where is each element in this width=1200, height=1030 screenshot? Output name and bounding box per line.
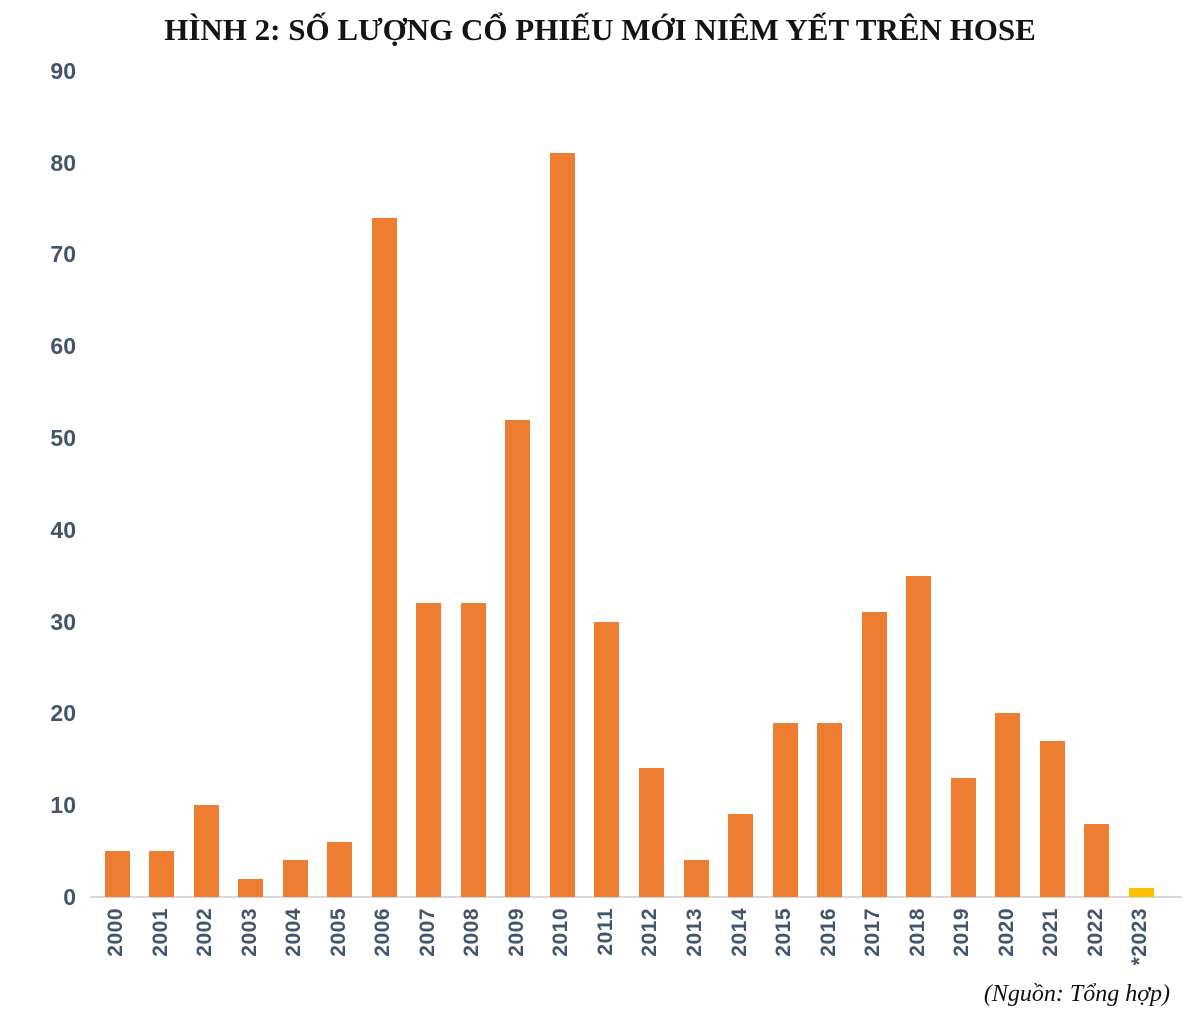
bar-2023: [1128, 888, 1154, 897]
y-axis-tick-label: 30: [50, 608, 76, 635]
bar-2000: [104, 851, 130, 897]
x-axis-label: 2003: [237, 908, 261, 957]
bar-2019: [950, 778, 976, 897]
bar-2016: [817, 723, 843, 897]
y-axis-tick-label: 50: [50, 425, 76, 451]
bar-2017: [861, 612, 887, 897]
source-note: (Nguồn: Tổng hợp): [983, 981, 1170, 1007]
bar-2006: [371, 218, 397, 897]
bar-2005: [327, 842, 353, 897]
bar-2002: [193, 805, 219, 897]
bar-2018: [906, 576, 932, 897]
x-axis-label: *2023: [1128, 908, 1152, 966]
x-axis-label: 2007: [415, 908, 439, 957]
y-axis-tick-label: 40: [50, 516, 76, 543]
x-axis-label: 2010: [549, 908, 573, 957]
y-axis-tick-label: 80: [50, 149, 76, 176]
x-axis-label: 2001: [148, 908, 172, 957]
bar-2022: [1084, 824, 1110, 897]
bar-2010: [549, 153, 575, 897]
bar-2013: [683, 860, 709, 897]
bar-2008: [460, 603, 486, 897]
bar-2015: [772, 723, 798, 897]
x-axis-label: 2002: [193, 908, 217, 957]
y-axis-tick-label: 70: [50, 241, 76, 268]
bar-2012: [638, 768, 664, 897]
x-axis-label: 2011: [593, 908, 617, 956]
x-axis-label: 2005: [326, 908, 350, 957]
x-axis-label: 2022: [1083, 908, 1107, 957]
x-axis-label: 2008: [460, 908, 484, 957]
y-axis-tick-label: 10: [50, 792, 76, 819]
x-axis-label: 2020: [994, 908, 1018, 957]
bar-2014: [728, 814, 754, 897]
y-axis-tick-label: 0: [63, 884, 76, 910]
x-axis-label: 2019: [950, 908, 974, 957]
bar-2011: [594, 622, 620, 897]
x-axis-label: 2017: [861, 908, 885, 957]
bar-2009: [505, 420, 531, 897]
x-axis-label: 2012: [638, 908, 662, 957]
x-axis-label: 2013: [683, 908, 707, 957]
y-axis-tick-label: 20: [50, 700, 76, 727]
x-axis-label: 2000: [104, 908, 127, 957]
chart-title: HÌNH 2: SỐ LƯỢNG CỔ PHIẾU MỚI NIÊM YẾT T…: [164, 12, 1036, 47]
x-axis-label: 2009: [504, 908, 528, 957]
x-axis-label: 2016: [816, 908, 840, 957]
y-axis-tick-label: 90: [50, 57, 76, 84]
x-axis-label: 2021: [1039, 908, 1063, 957]
x-axis-label: 2004: [282, 908, 306, 957]
x-axis-label: 2018: [905, 908, 929, 957]
bar-2001: [149, 851, 175, 897]
x-axis-label: 2006: [371, 908, 395, 957]
x-axis-label: 2015: [772, 908, 796, 957]
y-axis-tick-label: 60: [50, 333, 76, 360]
bar-2021: [1039, 741, 1065, 897]
bar-2007: [416, 603, 442, 897]
x-axis-label: 2014: [727, 908, 751, 957]
bar-2004: [282, 860, 308, 897]
x-axis-line: [90, 896, 1182, 898]
bar-2020: [995, 713, 1021, 897]
bar-2003: [238, 879, 264, 897]
